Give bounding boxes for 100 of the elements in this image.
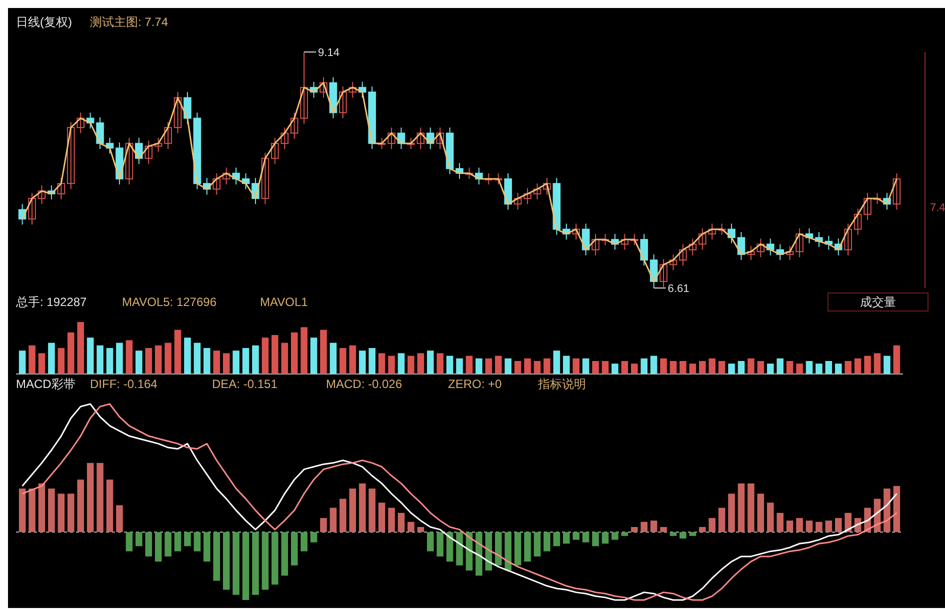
bar [340,348,346,374]
bar [242,348,250,374]
bar [621,532,628,536]
candlestick [57,177,66,200]
bar [562,356,570,374]
bar [544,358,550,374]
text: 7.4 [930,202,945,214]
chart-title: 成交量 [860,295,896,309]
candlestick [524,188,532,205]
bar [748,483,754,532]
bar [825,520,832,532]
candlestick [96,116,104,150]
bar [126,340,133,374]
candlestick [854,208,862,236]
bar [592,532,599,546]
candlestick [222,167,230,185]
bar [514,361,522,374]
candlestick [543,177,551,196]
bar [48,488,55,532]
candlestick [533,183,542,200]
bar [358,483,366,532]
annotation: 9.14 [318,46,340,59]
bar [796,364,803,374]
bar [154,532,162,562]
bar [708,518,716,532]
bar [796,518,803,532]
bar [242,532,250,600]
bar [398,512,405,532]
text: MACD: -0.026 [326,377,402,391]
bar [368,488,376,532]
bar [388,508,395,532]
bar [67,494,74,532]
bar [834,364,842,374]
bar [426,532,434,552]
bar [222,532,230,590]
bar [766,502,774,532]
bar [844,361,852,374]
candlestick [669,254,678,271]
bar [456,358,463,374]
candlestick [844,223,852,256]
candlestick [786,246,794,261]
bar [262,532,269,590]
candlestick [864,192,872,220]
bar [174,330,182,374]
bar [262,338,269,374]
bar [18,488,26,532]
candlestick [660,258,668,288]
bar [806,520,813,532]
bar [844,512,852,532]
bar [893,345,900,374]
bar [806,361,813,374]
bar [524,358,531,374]
bar [96,345,104,374]
chart-title: MACD彩带 [16,377,76,391]
bar [48,342,55,374]
bar [300,532,308,552]
candlestick [144,140,153,164]
candlestick [873,192,882,205]
candlestick [38,184,46,205]
bar [135,350,142,374]
text: ZERO: +0 [448,377,502,391]
candlestick [796,228,804,258]
bar [272,335,278,374]
bar [378,502,386,532]
bar [116,342,123,374]
bar [408,356,414,374]
bar [534,532,541,556]
bar [408,522,414,532]
bar [106,480,114,532]
candlestick [300,52,308,124]
bar [194,342,201,374]
bar [562,532,570,544]
bar [417,526,424,532]
bar [698,526,706,532]
candlestick [164,121,172,150]
candlestick [290,112,298,140]
bar [145,348,152,374]
candlestick [154,137,162,152]
bar [252,532,259,595]
bar [86,338,94,374]
bar [640,358,648,374]
bar [816,364,822,374]
candlestick [592,233,600,256]
bar [689,364,696,374]
bar [738,483,745,532]
bar [38,353,46,374]
bar [164,342,172,374]
bar [417,353,424,374]
bar [630,364,638,374]
bar [281,532,288,576]
bar [446,356,454,374]
bar [310,532,318,542]
bar [300,327,308,374]
bar [786,361,794,374]
bar [456,532,463,566]
candlestick [388,127,396,150]
candlestick [174,92,182,134]
bar [126,532,133,552]
bar [222,353,230,374]
text: DIFF: -0.164 [90,377,158,391]
